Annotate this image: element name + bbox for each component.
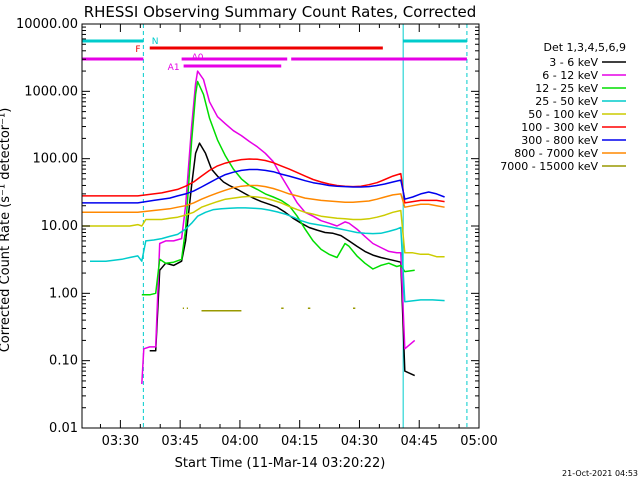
legend-label-4: 50 - 100 keV [528,108,598,121]
series-2-line [141,80,415,296]
attenuator-1-flag-label: A1 [168,63,180,73]
x-tick-label-3: 04:15 [281,434,318,449]
flare-flag-label: F [135,45,140,55]
series-7-line [82,184,445,214]
y-tick-label-0: 10000.00 [16,17,78,32]
legend-label-3: 25 - 50 keV [535,95,598,108]
timestamp: 21-Oct-2021 04:53 [562,469,638,478]
series-3-line [90,207,445,303]
y-tick-label-4: 1.00 [49,286,78,301]
legend-label-0: 3 - 6 keV [549,56,598,69]
legend-label-1: 6 - 12 keV [542,69,598,82]
y-tick-label-3: 10.00 [41,219,78,234]
series-1-line [141,70,416,385]
series-5-line [82,158,445,204]
attenuator-flag-label: A0 [192,53,204,63]
series-6-line [82,168,445,204]
night-flag-label: N [152,37,159,47]
y-tick-label-1: 1000.00 [24,84,78,99]
x-tick-label-0: 03:30 [102,434,139,449]
y-axis-label: Corrected Count Rate (s⁻¹ detector⁻¹) [0,108,13,353]
legend-label-5: 100 - 300 keV [521,121,598,134]
x-tick-label-2: 04:00 [221,434,258,449]
legend-label-8: 7000 - 15000 keV [500,160,598,173]
y-tick-label-6: 0.01 [49,421,78,436]
chart-title: RHESSI Observing Summary Count Rates, Co… [84,3,477,21]
x-tick-label-1: 03:45 [161,434,198,449]
x-tick-label-5: 04:45 [400,434,437,449]
series-0-line [149,142,416,377]
axes: 10000.00 1000.00 100.00 10.00 1.00 0.10 0.01 03… [16,17,498,449]
series-4-line [82,195,445,258]
plot-area [82,70,445,385]
x-axis-label: Start Time (11-Mar-14 03:20:22) [175,456,386,471]
legend-title: Det 1,3,4,5,6,9 [543,41,626,54]
x-tick-label-6: 05:00 [460,434,497,449]
legend-label-7: 800 - 7000 keV [514,147,598,160]
legend-label-6: 300 - 800 keV [521,134,598,147]
series-8-line [182,307,356,312]
y-tick-label-5: 0.10 [49,354,78,369]
x-tick-label-4: 04:30 [341,434,378,449]
y-tick-label-2: 100.00 [33,152,79,167]
legend-label-2: 12 - 25 keV [535,82,598,95]
